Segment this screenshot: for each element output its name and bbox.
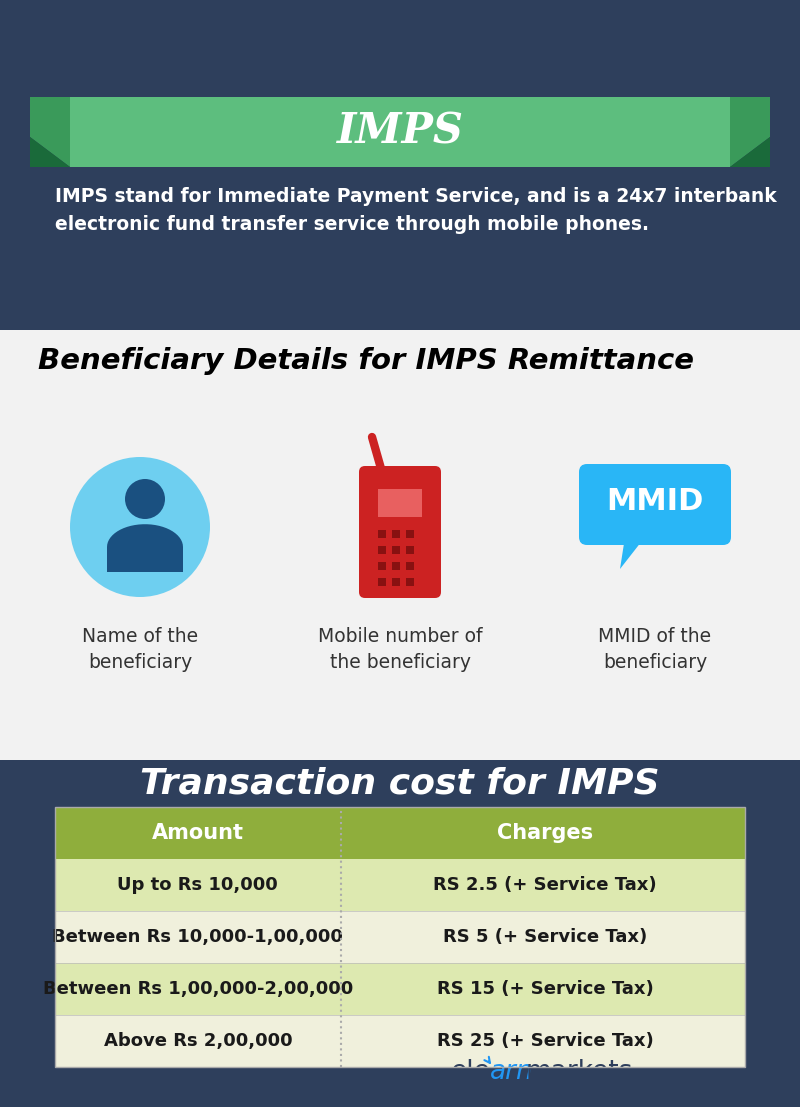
Bar	[70, 97, 730, 167]
Bar	[378, 562, 386, 570]
Bar	[378, 530, 386, 538]
Text: Transaction cost for IMPS: Transaction cost for IMPS	[140, 767, 660, 801]
Bar	[406, 530, 414, 538]
Text: Between Rs 10,000-1,00,000: Between Rs 10,000-1,00,000	[52, 928, 343, 946]
Polygon shape	[30, 97, 70, 167]
Text: RS 2.5 (+ Service Tax): RS 2.5 (+ Service Tax)	[433, 876, 657, 894]
Bar	[392, 530, 400, 538]
Bar	[55, 1015, 745, 1067]
Polygon shape	[620, 537, 645, 569]
Bar	[55, 807, 745, 1067]
Text: IMPS: IMPS	[337, 111, 463, 153]
Text: Between Rs 1,00,000-2,00,000: Between Rs 1,00,000-2,00,000	[42, 980, 353, 999]
Bar	[0, 0, 800, 330]
Text: Charges: Charges	[497, 823, 593, 844]
Polygon shape	[107, 525, 183, 572]
Text: markets: markets	[526, 1059, 634, 1085]
Text: ele: ele	[450, 1059, 490, 1085]
Circle shape	[125, 479, 165, 519]
Bar	[55, 807, 745, 859]
Text: MMID of the
beneficiary: MMID of the beneficiary	[598, 627, 711, 672]
Polygon shape	[30, 137, 70, 167]
Text: RS 15 (+ Service Tax): RS 15 (+ Service Tax)	[437, 980, 654, 999]
Bar	[55, 963, 745, 1015]
Text: Up to Rs 10,000: Up to Rs 10,000	[118, 876, 278, 894]
Bar	[55, 859, 745, 911]
Polygon shape	[730, 137, 770, 167]
FancyBboxPatch shape	[579, 464, 731, 545]
Bar	[392, 562, 400, 570]
Text: RS 5 (+ Service Tax): RS 5 (+ Service Tax)	[442, 928, 647, 946]
Text: Amount: Amount	[152, 823, 244, 844]
Bar	[406, 578, 414, 586]
Bar	[406, 562, 414, 570]
Text: RS 25 (+ Service Tax): RS 25 (+ Service Tax)	[437, 1032, 654, 1051]
Bar	[55, 911, 745, 963]
Bar	[392, 546, 400, 554]
Text: Above Rs 2,00,000: Above Rs 2,00,000	[103, 1032, 292, 1051]
Bar	[378, 578, 386, 586]
Text: arn: arn	[490, 1059, 534, 1085]
Text: MMID: MMID	[606, 487, 704, 517]
Bar	[392, 578, 400, 586]
Circle shape	[70, 457, 210, 597]
Bar	[0, 330, 800, 761]
FancyBboxPatch shape	[359, 466, 441, 598]
Polygon shape	[730, 97, 770, 167]
Text: Beneficiary Details for IMPS Remittance: Beneficiary Details for IMPS Remittance	[38, 346, 694, 375]
Bar	[378, 489, 422, 517]
Text: IMPS stand for Immediate Payment Service, and is a 24x7 interbank
electronic fun: IMPS stand for Immediate Payment Service…	[55, 187, 777, 234]
Bar	[378, 546, 386, 554]
Bar	[406, 546, 414, 554]
Text: Mobile number of
the beneficiary: Mobile number of the beneficiary	[318, 627, 482, 672]
Text: Name of the
beneficiary: Name of the beneficiary	[82, 627, 198, 672]
Bar	[0, 761, 800, 1107]
